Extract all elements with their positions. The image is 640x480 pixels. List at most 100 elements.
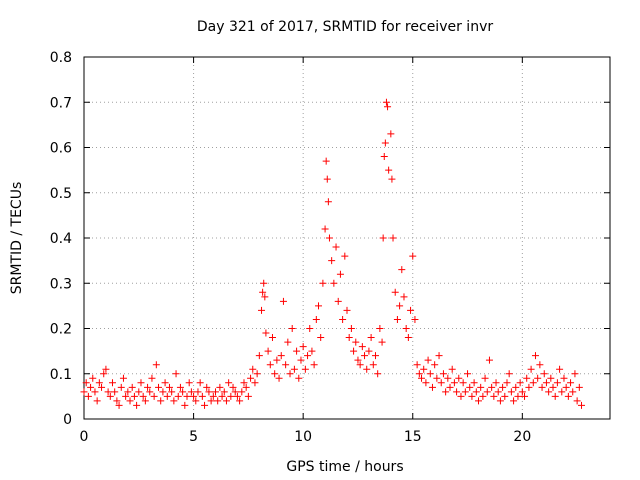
data-point <box>367 334 375 342</box>
data-point <box>130 392 138 400</box>
data-point <box>464 370 472 378</box>
data-point <box>244 392 252 400</box>
data-point <box>571 370 579 378</box>
data-point <box>233 392 241 400</box>
data-point <box>249 365 257 373</box>
data-point <box>126 397 134 405</box>
data-point <box>388 175 396 183</box>
data-point <box>247 374 255 382</box>
data-point <box>275 374 283 382</box>
data-point <box>374 370 382 378</box>
data-point <box>389 234 397 242</box>
y-tick-labels: 0 0.1 0.2 0.3 0.4 0.5 0.6 0.7 0.8 <box>50 50 72 428</box>
axis-ticks <box>83 56 610 420</box>
data-point <box>352 338 360 346</box>
data-point <box>564 392 572 400</box>
data-point <box>545 388 553 396</box>
data-point <box>227 392 235 400</box>
gridlines <box>84 57 610 419</box>
data-point <box>428 383 436 391</box>
data-point <box>446 383 454 391</box>
x-tick-label: 15 <box>404 429 422 445</box>
data-point <box>542 379 550 387</box>
data-point <box>475 397 482 405</box>
data-point <box>317 334 325 342</box>
data-point <box>393 315 401 323</box>
data-point <box>354 356 362 364</box>
data-point <box>240 379 248 387</box>
data-point <box>426 370 434 378</box>
data-point <box>325 234 333 242</box>
data-point <box>477 383 485 391</box>
data-point <box>172 370 180 378</box>
data-point <box>418 374 426 382</box>
data-point <box>518 388 526 396</box>
data-point <box>496 397 504 405</box>
data-point <box>152 361 160 369</box>
data-point <box>144 383 152 391</box>
data-point <box>385 166 393 174</box>
data-point <box>553 379 561 387</box>
data-point <box>562 383 570 391</box>
x-tick-label: 20 <box>513 429 531 445</box>
data-point <box>255 352 263 360</box>
y-tick-label: 0.4 <box>50 231 72 247</box>
plot-frame <box>83 56 611 420</box>
data-point <box>356 361 364 369</box>
data-point <box>192 397 200 405</box>
data-point <box>80 388 88 396</box>
data-point <box>404 334 412 342</box>
data-point <box>117 383 125 391</box>
x-axis-title: GPS time / hours <box>286 459 403 475</box>
data-point <box>293 347 301 355</box>
data-point <box>159 388 167 396</box>
data-point <box>279 297 287 305</box>
data-point <box>332 243 340 251</box>
data-point <box>567 379 575 387</box>
data-point <box>102 365 110 373</box>
data-point <box>106 392 114 400</box>
data-point <box>323 175 331 183</box>
data-point <box>98 383 106 391</box>
data-point <box>128 383 136 391</box>
data-point <box>380 153 388 161</box>
data-point <box>183 392 191 400</box>
data-point <box>181 401 189 409</box>
data-point <box>538 383 546 391</box>
data-point <box>413 361 421 369</box>
data-point <box>212 388 219 396</box>
data-point <box>560 374 568 382</box>
data-point <box>251 379 259 387</box>
data-point <box>146 388 154 396</box>
data-point <box>472 388 480 396</box>
data-point <box>104 388 112 396</box>
data-point <box>439 370 447 378</box>
y-tick-label: 0.1 <box>50 367 72 383</box>
data-point <box>312 315 320 323</box>
data-point <box>339 315 347 323</box>
data-point <box>400 293 408 301</box>
data-point <box>365 347 373 355</box>
data-point <box>148 374 156 382</box>
data-point <box>299 343 307 351</box>
data-point <box>84 392 92 400</box>
data-point <box>286 370 294 378</box>
data-point <box>525 383 533 391</box>
data-point <box>176 383 184 391</box>
data-point <box>396 302 404 310</box>
data-point <box>174 392 182 400</box>
data-point <box>573 397 581 405</box>
data-point <box>575 383 583 391</box>
data-point <box>264 347 272 355</box>
data-point <box>308 347 316 355</box>
data-point <box>350 347 358 355</box>
data-point <box>214 397 222 405</box>
data-point <box>569 388 577 396</box>
data-point <box>453 388 461 396</box>
data-point <box>282 361 290 369</box>
data-point <box>459 379 467 387</box>
data-point <box>209 392 217 400</box>
data-point <box>488 383 496 391</box>
data-point <box>196 379 204 387</box>
